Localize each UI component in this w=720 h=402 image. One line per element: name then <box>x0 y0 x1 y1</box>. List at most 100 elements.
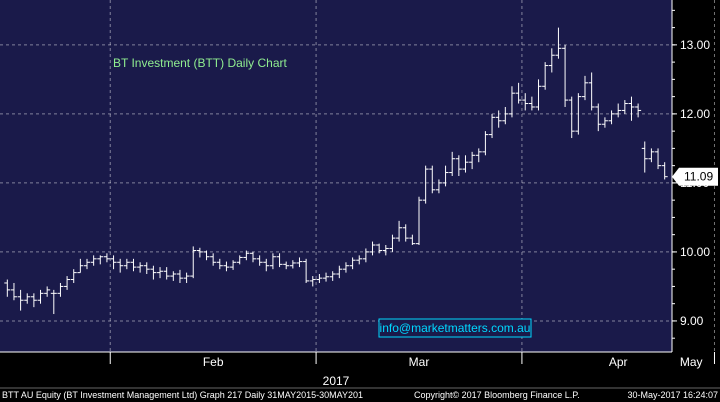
ohlc-bar <box>17 289 24 311</box>
ohlc-bar <box>70 269 77 283</box>
ohlc-bar <box>562 44 569 107</box>
ohlc-bar <box>528 96 535 111</box>
ohlc-bar <box>462 155 469 173</box>
ohlc-bar <box>10 282 17 301</box>
ohlc-bar <box>150 265 157 280</box>
last-price-marker <box>672 167 718 186</box>
ohlc-bar <box>648 148 655 163</box>
ohlc-bar <box>183 272 190 283</box>
ohlc-bar <box>90 255 97 266</box>
ohlc-bar <box>157 267 164 279</box>
ohlc-bar <box>263 258 270 272</box>
ohlc-bar <box>435 179 442 194</box>
plot-area <box>0 0 672 352</box>
ohlc-bar <box>508 86 515 118</box>
ohlc-bar <box>223 261 230 272</box>
ohlc-bar <box>595 103 602 132</box>
ohlc-bar <box>628 96 635 121</box>
ohlc-bar <box>582 75 588 101</box>
ohlc-bar <box>103 253 110 263</box>
watermark-box <box>378 318 532 338</box>
ohlc-bar <box>316 274 323 283</box>
chart-title: BT Investment (BTT) Daily Chart <box>113 56 287 70</box>
ohlc-bar <box>243 250 250 261</box>
ohlc-bar <box>77 258 84 274</box>
ohlc-bar <box>661 162 668 180</box>
ohlc-bar <box>389 234 396 252</box>
ohlc-bar <box>230 260 237 270</box>
ohlc-bar <box>469 151 476 170</box>
ohlc-bar <box>250 251 256 263</box>
ohlc-bar <box>117 258 124 273</box>
ohlc-bar <box>548 48 555 73</box>
ohlc-bar <box>283 261 290 270</box>
ohlc-bar <box>608 110 615 125</box>
ohlc-bar <box>50 289 57 315</box>
x-axis: Feb Mar Apr May 2017 <box>0 351 715 388</box>
ohlc-bar <box>601 117 608 128</box>
ohlc-bars <box>4 27 668 315</box>
ohlc-bar <box>210 253 217 266</box>
ohlc-bar <box>555 27 562 59</box>
ohlc-bar <box>44 286 51 297</box>
y-tick-label: 9.00 <box>680 314 704 328</box>
ohlc-bar <box>57 282 64 297</box>
ohlc-bar <box>236 255 243 265</box>
ohlc-bar <box>455 155 462 176</box>
ohlc-bar <box>110 255 117 270</box>
ohlc-bar <box>422 165 429 204</box>
ohlc-bar <box>376 243 383 254</box>
ohlc-bar <box>84 258 90 270</box>
ohlc-bar <box>296 257 303 268</box>
ohlc-bar <box>362 248 369 263</box>
ohlc-bar <box>176 269 183 283</box>
ohlc-bar <box>163 267 170 280</box>
last-price-label: 11.09 <box>684 170 713 184</box>
ohlc-bar <box>396 220 403 242</box>
y-tick-label: 10.00 <box>680 245 710 259</box>
ohlc-bar <box>37 289 44 304</box>
ohlc-bar <box>196 247 203 258</box>
ohlc-bar <box>409 234 416 246</box>
ohlc-bar <box>349 257 356 270</box>
ohlc-bar <box>615 103 622 118</box>
y-tick-label: 12.00 <box>680 107 710 121</box>
ohlc-bar <box>568 96 575 139</box>
grid-lines <box>0 0 715 352</box>
ohlc-bar <box>442 165 449 187</box>
footer-left: BTT AU Equity (BT Investment Management … <box>2 390 363 400</box>
ohlc-bar <box>429 165 436 194</box>
ohlc-bar <box>515 82 522 104</box>
ohlc-bar <box>382 245 389 256</box>
ohlc-bar <box>4 279 11 297</box>
ohlc-bar <box>336 265 343 279</box>
ohlc-bar <box>97 255 104 265</box>
ohlc-bar <box>170 271 177 281</box>
ohlc-bar <box>542 62 549 90</box>
ohlc-bar <box>575 93 582 135</box>
ohlc-bar <box>143 262 150 275</box>
ohlc-bar <box>449 151 456 176</box>
ohlc-bar <box>64 276 71 290</box>
ohlc-bar <box>309 276 316 287</box>
y-tick-label: 13.00 <box>680 38 710 52</box>
ohlc-bar <box>203 250 210 261</box>
ohlc-bar <box>588 72 595 111</box>
ohlc-bar <box>416 196 422 246</box>
x-tick-label: Apr <box>609 355 628 369</box>
ohlc-bar <box>502 106 509 125</box>
ohlc-bar <box>535 79 542 111</box>
last-price-tag: 11.09 <box>672 167 718 186</box>
ohlc-bar <box>369 241 376 256</box>
ohlc-bar <box>522 93 529 111</box>
ohlc-bar <box>216 258 223 270</box>
ohlc-bar <box>323 272 330 282</box>
ohlc-bar <box>30 293 37 308</box>
ohlc-bar <box>621 100 628 114</box>
ohlc-bar <box>289 260 296 269</box>
ohlc-bar <box>190 246 197 279</box>
ohlc-bar <box>635 103 642 118</box>
x-tick-label: Feb <box>203 355 224 369</box>
watermark-text: info@marketmatters.com.au <box>380 321 531 335</box>
